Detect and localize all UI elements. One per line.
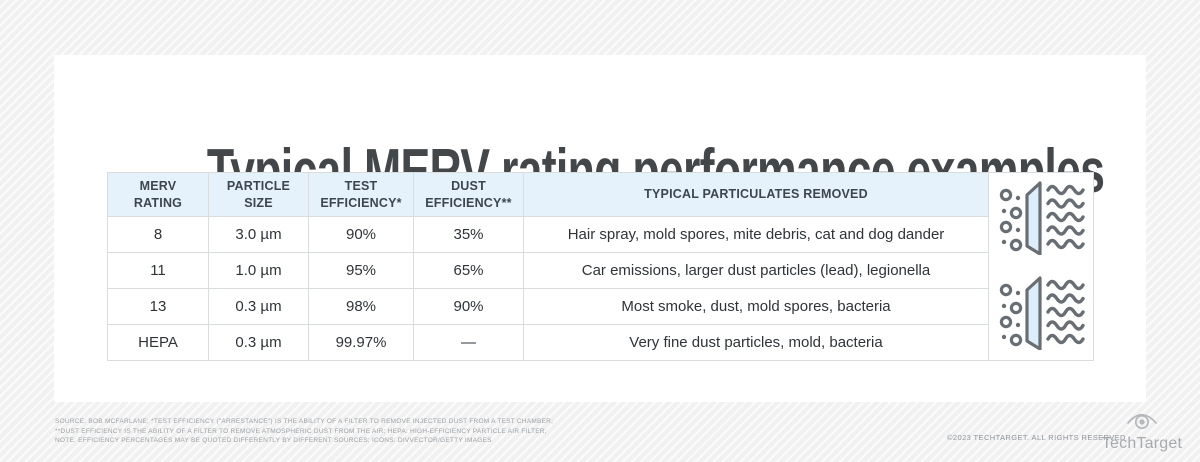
techtarget-logo: TechTarget (1096, 411, 1188, 453)
air-filter-icon (997, 179, 1085, 260)
table-row-cell-rating: 11 (108, 253, 209, 289)
table-row-cell-test: 98% (309, 289, 414, 325)
source-note-line: Source: Bob McFarlane; *Test efficiency … (55, 418, 554, 425)
table-row-cell-rating: 8 (108, 217, 209, 253)
table-row-cell-removed: Most smoke, dust, mold spores, bacteria (524, 289, 989, 325)
table-row-cell-removed: Hair spray, mold spores, mite debris, ca… (524, 217, 989, 253)
techtarget-wordmark: TechTarget (1101, 435, 1183, 452)
table-row-cell-dust: 35% (414, 217, 524, 253)
table-row-cell-size: 0.3 µm (209, 325, 309, 361)
table-row-cell-test: 90% (309, 217, 414, 253)
table-row-cell-removed: Very fine dust particles, mold, bacteria (524, 325, 989, 361)
column-header-test-efficiency: TEST EFFICIENCY* (309, 173, 414, 217)
filter-icons-panel (989, 173, 1094, 361)
eye-icon (1124, 411, 1160, 435)
table-row-cell-dust: 90% (414, 289, 524, 325)
merv-rating-table: MERV RATING PARTICLE SIZE TEST EFFICIENC… (107, 172, 1094, 361)
source-note-line: **Dust efficiency is the ability of a fi… (55, 427, 547, 435)
column-header-particulates-removed: TYPICAL PARTICULATES REMOVED (524, 173, 989, 217)
source-note-line: Note: Efficiency percentages may be quot… (55, 437, 492, 444)
column-header-particle-size: PARTICLE SIZE (209, 173, 309, 217)
table-row-cell-test: 99.97% (309, 325, 414, 361)
table-row-cell-dust: 65% (414, 253, 524, 289)
copyright-text: ©2023 TECHTARGET. ALL RIGHTS RESERVED (947, 433, 1126, 442)
table-row-cell-rating: HEPA (108, 325, 209, 361)
column-header-merv-rating: MERV RATING (108, 173, 209, 217)
table-row-cell-size: 3.0 µm (209, 217, 309, 253)
table-row-cell-test: 95% (309, 253, 414, 289)
table-row-cell-dust: — (414, 325, 524, 361)
source-note: Source: Bob McFarlane; *Test efficiency … (55, 417, 553, 446)
air-filter-icon (997, 274, 1085, 355)
table-row-cell-rating: 13 (108, 289, 209, 325)
table-row-cell-size: 1.0 µm (209, 253, 309, 289)
column-header-dust-efficiency: DUST EFFICIENCY** (414, 173, 524, 217)
infographic-card: Typical MERV rating performance examples… (54, 55, 1146, 402)
table-row-cell-size: 0.3 µm (209, 289, 309, 325)
table-row-cell-removed: Car emissions, larger dust particles (le… (524, 253, 989, 289)
